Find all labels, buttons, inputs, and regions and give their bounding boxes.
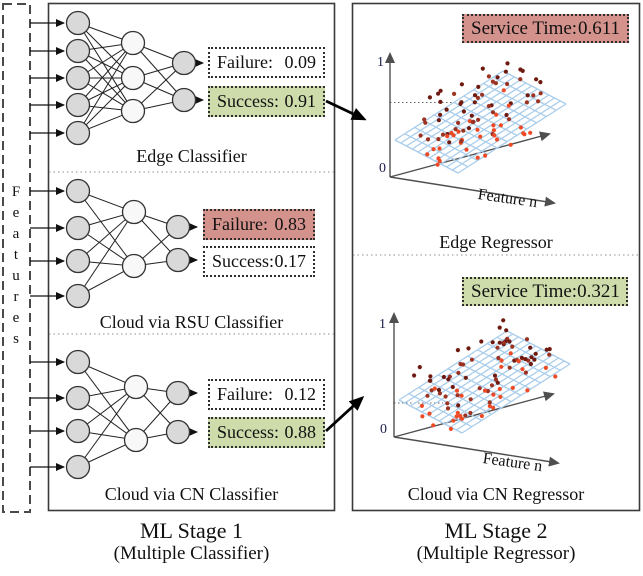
scatter-points — [418, 61, 543, 167]
service-label: Service Time: — [471, 17, 578, 39]
cn-regressor-label: Cloud via CN Regressor — [407, 484, 585, 504]
rsu-success-box: Success: 0.17 — [203, 246, 315, 277]
rsu-failure-box: Failure: 0.83 — [203, 209, 315, 240]
service-label: Service Time: — [471, 280, 578, 302]
stage2-subtitle: (Multiple Regressor) — [416, 543, 576, 564]
stage1-subtitle: (Multiple Classifier) — [113, 543, 270, 564]
edge-plot-tick-1: 1 — [377, 55, 384, 70]
edge-success-arrow — [325, 99, 367, 121]
stage1-title: ML Stage 1 — [139, 518, 244, 543]
outcome-label: Failure: — [217, 384, 273, 404]
edge-failure-box: Failure: 0.09 — [208, 47, 325, 78]
stage1-panel-border — [47, 2, 336, 512]
cn-success-box: Success: 0.88 — [208, 417, 325, 448]
panel-frames — [2, 2, 641, 513]
scatter-points — [412, 318, 558, 431]
cn-classifier-label: Cloud via CN Classifier — [104, 484, 279, 504]
regression-surface-mesh — [399, 331, 570, 433]
edge-classifier-label: Edge Classifier — [136, 146, 247, 166]
feature-axis — [389, 176, 556, 207]
outcome-label: Failure: — [212, 214, 268, 234]
outcome-value: 0.83 — [274, 214, 307, 234]
outcome-value: 0.17 — [274, 251, 307, 271]
features-axis-label: Features — [8, 184, 24, 352]
edge-regressor-plot — [390, 54, 566, 203]
outcome-value: 0.91 — [284, 91, 317, 111]
outcome-label: Success: — [212, 251, 274, 271]
service-value: 0.611 — [577, 17, 620, 39]
service-value: 0.321 — [577, 280, 620, 302]
outcome-label: Success: — [217, 422, 279, 442]
cn-success-arrow — [325, 395, 365, 433]
rsu-classifier-label: Cloud via RSU Classifier — [99, 312, 284, 332]
regression-surface-mesh — [395, 71, 566, 173]
stage2-title: ML Stage 2 — [444, 518, 548, 543]
cn-regressor-plot — [394, 314, 570, 463]
outcome-value: 0.88 — [284, 422, 317, 442]
stage2-panel-border — [351, 2, 641, 512]
edge-success-box: Success: 0.91 — [208, 86, 325, 117]
cn-plot-tick-1: 1 — [379, 317, 386, 332]
cn-service-time-badge: Service Time: 0.321 — [462, 277, 628, 306]
features-panel-border — [2, 3, 31, 513]
outcome-label: Success: — [217, 91, 279, 111]
outcome-value: 0.12 — [284, 384, 317, 404]
stage-link-arrows — [325, 99, 367, 433]
feature-axis — [393, 436, 560, 467]
cn-plot-tick-0: 0 — [380, 422, 387, 437]
classifier-networks — [30, 10, 204, 480]
edge-plot-tick-0: 0 — [379, 161, 386, 176]
cn-failure-box: Failure: 0.12 — [208, 379, 325, 410]
outcome-label: Failure: — [217, 52, 273, 72]
edge-regressor-label: Edge Regressor — [439, 232, 553, 252]
outcome-value: 0.09 — [284, 52, 317, 72]
edge-service-time-badge: Service Time: 0.611 — [462, 14, 629, 43]
